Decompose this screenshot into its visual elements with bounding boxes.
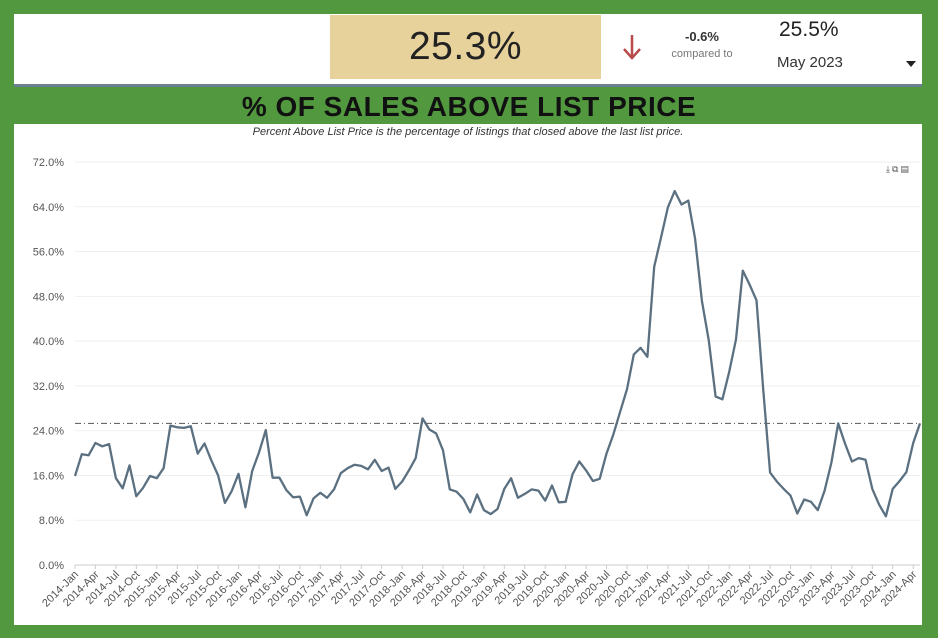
- header-divider: [14, 84, 922, 87]
- y-tick-label: 0.0%: [39, 560, 64, 572]
- kpi-header: 25.3% -0.6% compared to 25.5% May 2023: [14, 14, 922, 84]
- y-tick-label: 48.0%: [33, 291, 64, 303]
- compared-label: compared to: [671, 48, 733, 60]
- down-arrow-icon: [623, 35, 641, 60]
- export-icon[interactable]: ▤: [900, 164, 911, 174]
- y-tick-label: 16.0%: [33, 470, 64, 482]
- compare-period-select[interactable]: May 2023: [777, 54, 843, 71]
- y-tick-label: 56.0%: [33, 247, 64, 259]
- y-tick-label: 32.0%: [33, 381, 64, 393]
- current-value-box: 25.3%: [330, 15, 601, 79]
- copy-icon[interactable]: ⧉: [891, 164, 901, 174]
- y-tick-label: 72.0%: [33, 157, 64, 169]
- chart-panel: Percent Above List Price is the percenta…: [14, 124, 922, 625]
- page-title: % OF SALES ABOVE LIST PRICE: [241, 91, 697, 122]
- current-value: 25.3%: [408, 25, 523, 68]
- chart-toolbar: ⤓⧉▤: [886, 164, 911, 175]
- y-tick-label: 8.0%: [39, 515, 64, 527]
- chevron-down-icon[interactable]: [906, 61, 916, 67]
- download-icon[interactable]: ⤓: [886, 164, 892, 174]
- compare-value: 25.5%: [779, 18, 839, 41]
- series-line: [73, 189, 922, 518]
- y-tick-label: 64.0%: [33, 202, 64, 214]
- delta-value: -0.6%: [685, 29, 719, 44]
- chart-subtitle: Percent Above List Price is the percenta…: [252, 126, 684, 138]
- y-tick-label: 40.0%: [33, 336, 64, 348]
- y-tick-label: 24.0%: [33, 426, 64, 438]
- line-chart: 0.0% 8.0% 16.0% 24.0% 32.0% 40.0% 48.0% 56.0% 64…: [33, 157, 922, 610]
